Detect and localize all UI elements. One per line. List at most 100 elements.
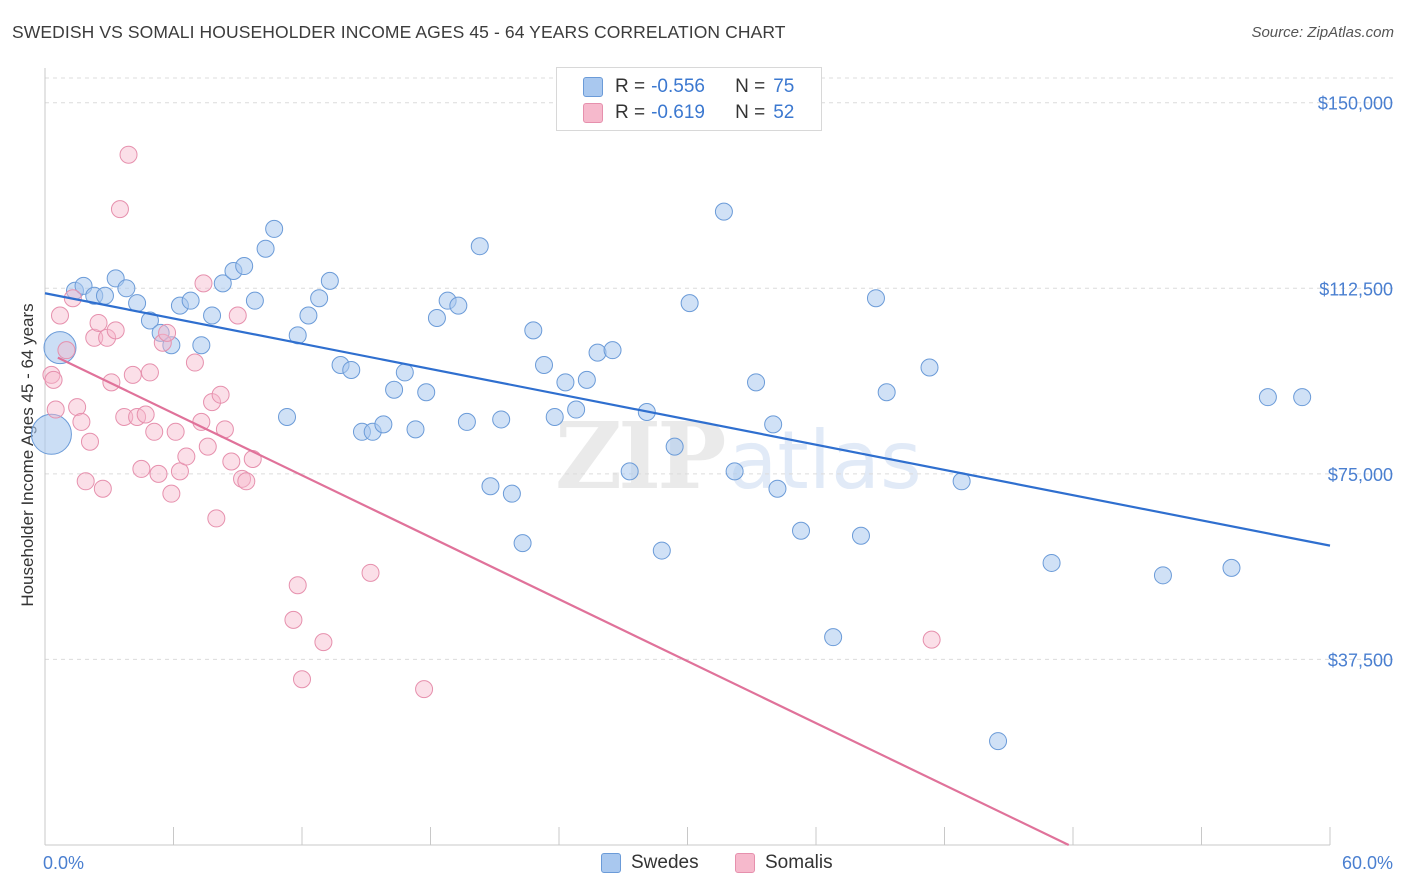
swedes-point <box>877 383 896 402</box>
somalis-point <box>207 509 226 528</box>
somalis-point <box>140 363 159 382</box>
swedes-n-value: 75 <box>773 76 795 97</box>
somalis-point <box>115 407 134 426</box>
somalis-point <box>293 670 311 689</box>
swedes-point <box>192 336 211 355</box>
swedes-point <box>140 311 159 330</box>
series-legend: Swedes Somalis <box>0 852 1406 876</box>
somalis-point <box>194 274 213 293</box>
somalis-point <box>922 630 941 649</box>
source-credit: Source: ZipAtlas.com <box>1251 24 1394 41</box>
chart-title: SWEDISH VS SOMALI HOUSEHOLDER INCOME AGE… <box>12 22 786 42</box>
swedes-point <box>342 360 361 379</box>
swedes-points <box>30 108 1312 751</box>
swedes-point <box>235 257 254 276</box>
swedes-point <box>395 363 414 382</box>
somalis-point <box>170 462 189 481</box>
swedes-point <box>449 296 468 315</box>
somalis-point <box>228 306 247 325</box>
somalis-point <box>46 400 65 419</box>
swedes-trend-line <box>44 292 1331 547</box>
swedes-point <box>203 306 222 325</box>
somalis-point <box>123 365 142 384</box>
somalis-point <box>158 323 177 342</box>
somalis-point <box>76 472 95 491</box>
somalis-trend-line <box>57 356 1070 846</box>
n-label: N = <box>735 102 766 123</box>
swedes-point <box>256 239 275 258</box>
somalis-point <box>89 313 108 332</box>
swedes-point <box>989 732 1008 751</box>
somalis-point <box>288 576 307 595</box>
somalis-point <box>361 563 380 582</box>
axes <box>44 68 1331 846</box>
swedes-point <box>588 343 607 362</box>
swedes-point <box>764 415 783 434</box>
y-tick-label: $150,000 <box>1318 94 1393 114</box>
r-label: R = <box>615 76 646 97</box>
swedes-swatch <box>583 77 603 97</box>
legend-item-swedes[interactable]: Swedes <box>601 852 699 874</box>
swedes-legend-label: Swedes <box>631 852 699 873</box>
somalis-point <box>237 472 256 491</box>
swedes-point <box>524 321 543 340</box>
r-label: R = <box>615 102 646 123</box>
swedes-point <box>95 286 114 305</box>
swedes-point <box>1222 558 1241 577</box>
swedes-point <box>374 415 393 434</box>
x-tick-label-min: 0.0% <box>43 853 84 873</box>
swedes-point <box>545 407 564 426</box>
swedes-point <box>427 308 446 327</box>
swedes-point <box>417 383 436 402</box>
swedes-point <box>299 306 318 325</box>
swedes-point <box>556 373 575 392</box>
swedes-point <box>513 534 532 553</box>
swedes-point <box>1258 388 1277 407</box>
swedes-point <box>457 412 476 431</box>
trend-lines <box>44 292 1331 846</box>
swedes-point <box>567 400 586 419</box>
somalis-point <box>44 370 63 389</box>
swedes-point <box>117 279 136 298</box>
somalis-point <box>153 333 172 352</box>
somalis-point <box>72 412 91 431</box>
somalis-point <box>136 405 155 424</box>
legend-item-somalis[interactable]: Somalis <box>735 852 833 874</box>
somalis-n-value: 52 <box>773 102 795 123</box>
somalis-point <box>185 353 204 372</box>
swedes-point <box>603 341 622 360</box>
swedes-point <box>535 356 554 375</box>
swedes-point <box>1293 388 1312 407</box>
somalis-legend-label: Somalis <box>765 852 833 873</box>
somalis-point <box>145 422 164 441</box>
somalis-point <box>85 328 104 347</box>
somalis-point <box>177 447 196 466</box>
swedes-point <box>792 521 811 540</box>
swedes-point <box>747 373 766 392</box>
swedes-point <box>470 237 489 256</box>
swedes-point <box>310 289 329 308</box>
somalis-point <box>110 200 129 219</box>
somalis-point <box>93 479 112 498</box>
somalis-point <box>198 437 217 456</box>
swedes-point <box>725 462 744 481</box>
swedes-point-large <box>30 413 72 455</box>
correlation-legend: R = -0.556 N = 75 R = -0.619 N = 52 <box>556 67 822 131</box>
legend-row-somalis: R = -0.619 N = 52 <box>583 100 794 126</box>
somalis-point <box>106 321 125 340</box>
swedes-point <box>768 479 787 498</box>
legend-row-swedes: R = -0.556 N = 75 <box>583 74 794 100</box>
somalis-point <box>80 432 99 451</box>
swedes-point <box>824 628 843 647</box>
y-tick-label: $112,500 <box>1319 279 1393 299</box>
somalis-point <box>149 464 168 483</box>
swedes-point <box>714 202 733 221</box>
swedes-point <box>665 437 684 456</box>
swedes-point <box>320 271 339 290</box>
swedes-point <box>851 526 870 545</box>
swedes-point <box>620 462 639 481</box>
grid-lines <box>45 77 1395 660</box>
somalis-point <box>68 398 87 417</box>
swedes-point <box>406 420 425 439</box>
